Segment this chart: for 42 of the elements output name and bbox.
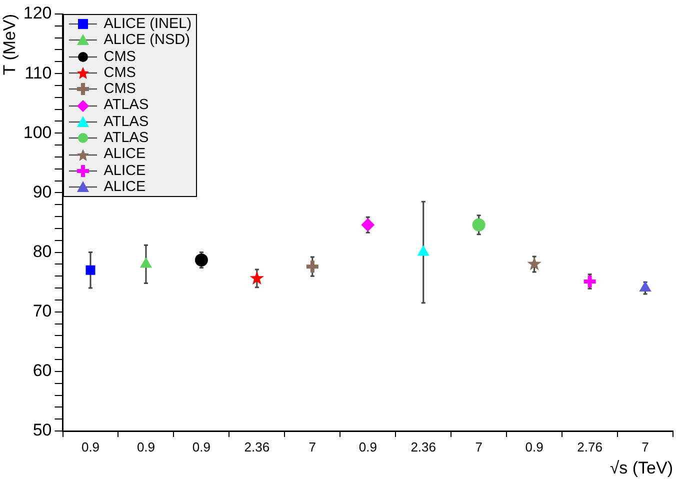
x-tick-label: 7	[642, 439, 649, 454]
point	[250, 270, 264, 285]
y-axis-title: T (MeV)	[0, 14, 19, 76]
point	[418, 246, 430, 256]
x-tick-label: 0.9	[192, 439, 210, 454]
x-tick-label: 0.9	[81, 439, 100, 454]
legend-label: ALICE	[104, 178, 146, 196]
point	[640, 282, 651, 292]
legend-label: CMS	[104, 48, 136, 65]
legend-label: ATLAS	[104, 97, 149, 114]
x-tick-label: 0.9	[358, 439, 377, 454]
x-tick-label: 0.9	[525, 439, 544, 454]
legend-label: ATLAS	[104, 114, 149, 130]
y-tick-label: 110	[24, 63, 52, 82]
x-axis-title: √s (TeV)	[610, 458, 673, 478]
legend-label: CMS	[104, 81, 136, 98]
point	[86, 265, 96, 275]
x-tick-label: 2.36	[244, 439, 270, 454]
legend-label: ALICE	[104, 146, 146, 163]
point	[527, 256, 542, 270]
legend-label: ALICE (INEL)	[104, 16, 192, 32]
y-tick-label: 120	[23, 4, 52, 23]
y-tick-label: 50	[32, 420, 52, 440]
point	[140, 258, 152, 268]
x-tick-label: 2.36	[410, 439, 436, 454]
y-tick-label: 70	[32, 302, 52, 321]
y-tick-label: 100	[23, 122, 52, 142]
y-tick-label: 80	[32, 242, 52, 261]
legend-label: ATLAS	[104, 130, 149, 146]
legend-label: ALICE	[104, 162, 146, 179]
x-tick-label: 7	[308, 439, 316, 454]
x-tick-label: 7	[475, 439, 482, 454]
legend-label: ALICE (NSD)	[104, 32, 190, 49]
y-tick-label: 90	[32, 182, 52, 202]
x-tick-label: 2.76	[577, 439, 602, 454]
point	[194, 254, 208, 267]
point	[304, 258, 320, 275]
point	[361, 218, 374, 232]
y-tick-label: 60	[32, 361, 52, 380]
point	[472, 218, 486, 232]
legend-label: CMS	[104, 64, 136, 82]
x-tick-label: 0.9	[136, 439, 156, 454]
